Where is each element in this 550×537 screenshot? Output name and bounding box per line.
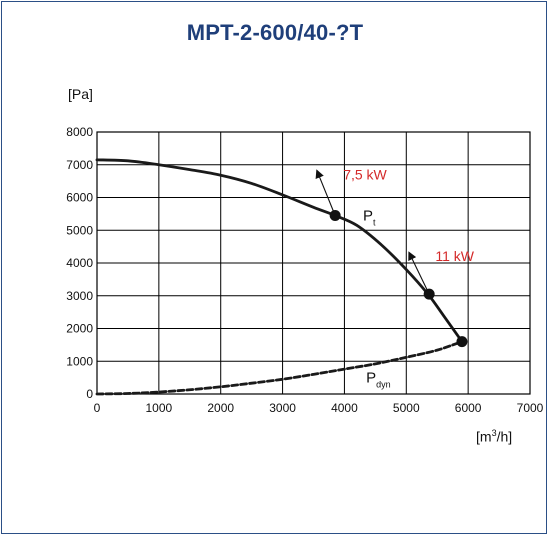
x-tick-label: 5000 xyxy=(393,401,420,415)
x-tick-label: 6000 xyxy=(455,401,482,415)
y-tick-label: 6000 xyxy=(66,191,93,205)
operating-points xyxy=(329,210,468,348)
y-tick-label: 0 xyxy=(86,387,93,401)
y-axis-unit-label: [Pa] xyxy=(68,86,93,102)
grid xyxy=(96,131,531,395)
series: Pt Pdyn xyxy=(95,158,464,396)
y-tick-label: 7000 xyxy=(66,158,93,172)
series-label-pdyn: Pdyn xyxy=(366,370,391,390)
y-tick-label: 4000 xyxy=(66,256,93,270)
x-tick-label: 3000 xyxy=(269,401,296,415)
operating-point xyxy=(423,288,435,300)
x-tick-label: 2000 xyxy=(207,401,234,415)
operating-point xyxy=(329,210,341,222)
operating-point xyxy=(456,336,468,348)
annotations: 7,5 kW 11 kW xyxy=(315,166,475,295)
power-annotation-arrow xyxy=(315,169,336,216)
operating-line xyxy=(428,293,463,342)
x-tick-label: 0 xyxy=(94,401,101,415)
chart-title: MPT-2-600/40-?T xyxy=(186,20,364,45)
plot-area-border xyxy=(96,131,531,395)
power-annotation-label: 7,5 kW xyxy=(343,166,387,182)
y-tick-label: 5000 xyxy=(66,223,93,237)
x-axis-unit-label: [m3/h] xyxy=(476,428,513,445)
series-line-pdyn xyxy=(95,340,464,396)
series-line-pt xyxy=(95,158,464,343)
power-annotation-label: 11 kW xyxy=(435,248,474,264)
y-tick-label: 3000 xyxy=(66,289,93,303)
y-tick-label: 1000 xyxy=(66,354,93,368)
x-tick-label: 1000 xyxy=(146,401,173,415)
y-tick-label: 8000 xyxy=(66,125,93,139)
power-annotation-arrow xyxy=(408,251,430,295)
y-tick-label: 2000 xyxy=(66,322,93,336)
series-label-pt: Pt xyxy=(363,207,376,227)
x-tick-label: 4000 xyxy=(331,401,358,415)
tick-labels: 0 1000 2000 3000 4000 5000 6000 7000 0 1000 2000 30… xyxy=(66,125,543,415)
x-tick-label: 7000 xyxy=(517,401,544,415)
